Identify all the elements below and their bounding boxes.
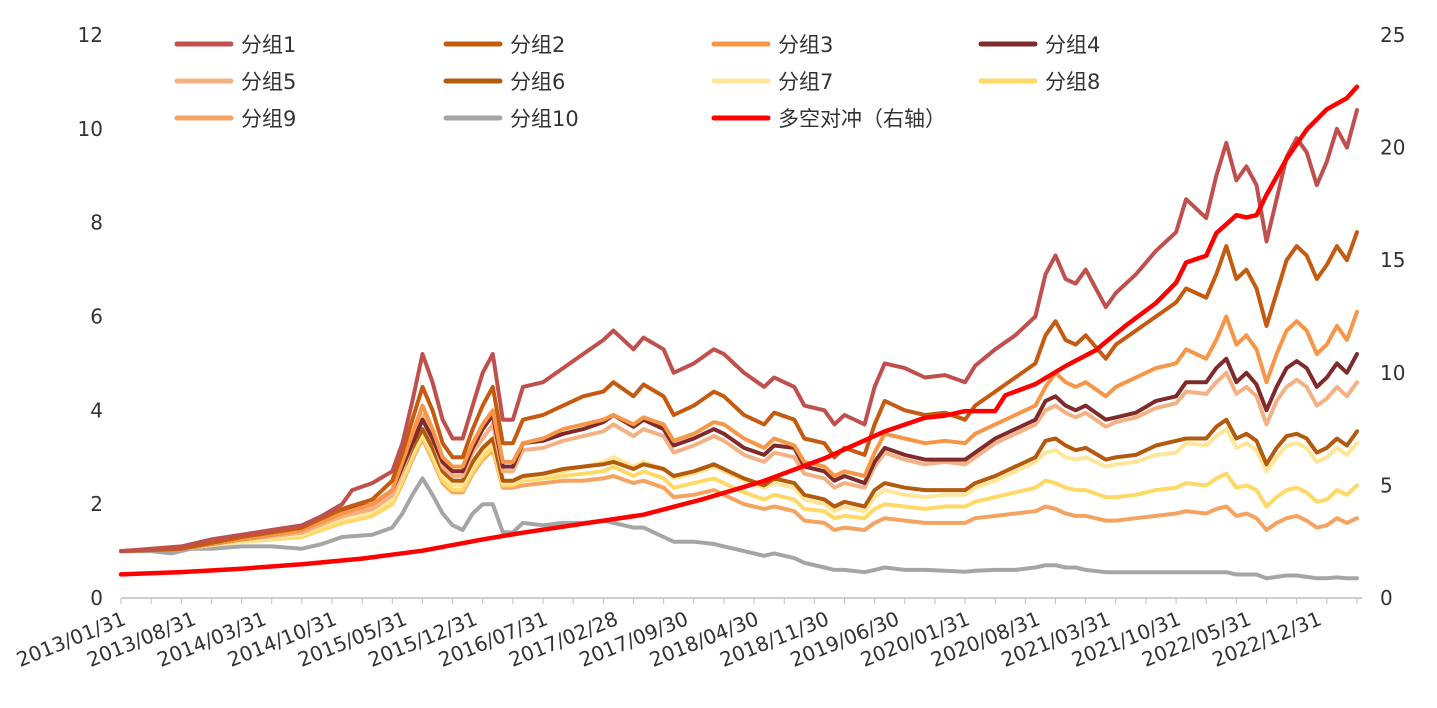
series-line-11: [118, 84, 1360, 577]
series-line-4: [119, 352, 1359, 554]
legend-item-10: 分组10: [443, 107, 579, 131]
legend-item-6: 分组6: [443, 70, 565, 94]
legend-label: 分组2: [510, 33, 565, 57]
legend-item-4: 分组4: [978, 33, 1100, 57]
legend-label: 多空对冲（右轴）: [778, 107, 946, 131]
legend-item-9: 分组9: [174, 107, 296, 131]
series-line-1: [119, 108, 1359, 554]
series-line-10: [119, 476, 1359, 581]
series-line-6: [119, 417, 1359, 554]
y-right-tick-label: 10: [1380, 361, 1405, 385]
legend-item-5: 分组5: [174, 70, 296, 94]
legend-label: 分组9: [241, 107, 296, 131]
legend-label: 分组5: [241, 70, 296, 94]
y-axis-left: 0 2 4 6 8 10 12: [78, 23, 103, 610]
series-line-8: [119, 434, 1359, 554]
y-right-tick-label: 20: [1380, 136, 1405, 160]
y-axis-right: 0 5 10 15 20 25: [1380, 23, 1405, 610]
x-axis: 2013/01/312013/08/312014/03/312014/10/31…: [13, 606, 1325, 671]
y-left-tick-label: 10: [78, 117, 103, 141]
legend-label: 分组4: [1045, 33, 1100, 57]
legend-label: 分组1: [241, 33, 296, 57]
legend-label: 分组10: [510, 107, 579, 131]
y-left-tick-label: 8: [90, 211, 103, 235]
legend-label: 分组7: [778, 70, 833, 94]
series-line-3: [119, 309, 1359, 554]
legend: 分组1 分组2 分组3 分组4 分组5 分组6 分组7 分组8 分组9 分组10 多空对冲（右轴）: [174, 33, 1100, 131]
series-line-5: [119, 370, 1359, 554]
legend-item-8: 分组8: [978, 70, 1100, 94]
y-left-tick-label: 4: [90, 398, 103, 422]
y-right-tick-label: 5: [1380, 473, 1393, 497]
axes: [120, 597, 1362, 604]
series-lines: [118, 84, 1360, 581]
y-left-tick-label: 2: [90, 492, 103, 516]
legend-label: 分组3: [778, 33, 833, 57]
legend-item-3: 分组3: [711, 33, 833, 57]
legend-label: 分组8: [1045, 70, 1100, 94]
legend-item-7: 分组7: [711, 70, 833, 94]
legend-item-11: 多空对冲（右轴）: [711, 107, 946, 131]
series-line-7: [119, 427, 1359, 554]
legend-label: 分组6: [510, 70, 565, 94]
y-right-tick-label: 0: [1380, 586, 1393, 610]
legend-item-2: 分组2: [443, 33, 565, 57]
y-left-tick-label: 0: [90, 586, 103, 610]
y-left-tick-label: 6: [90, 305, 103, 329]
y-right-tick-label: 15: [1380, 248, 1405, 272]
series-line-9: [119, 436, 1359, 554]
y-left-tick-label: 12: [78, 23, 103, 47]
legend-item-1: 分组1: [174, 33, 296, 57]
y-right-tick-label: 25: [1380, 23, 1405, 47]
